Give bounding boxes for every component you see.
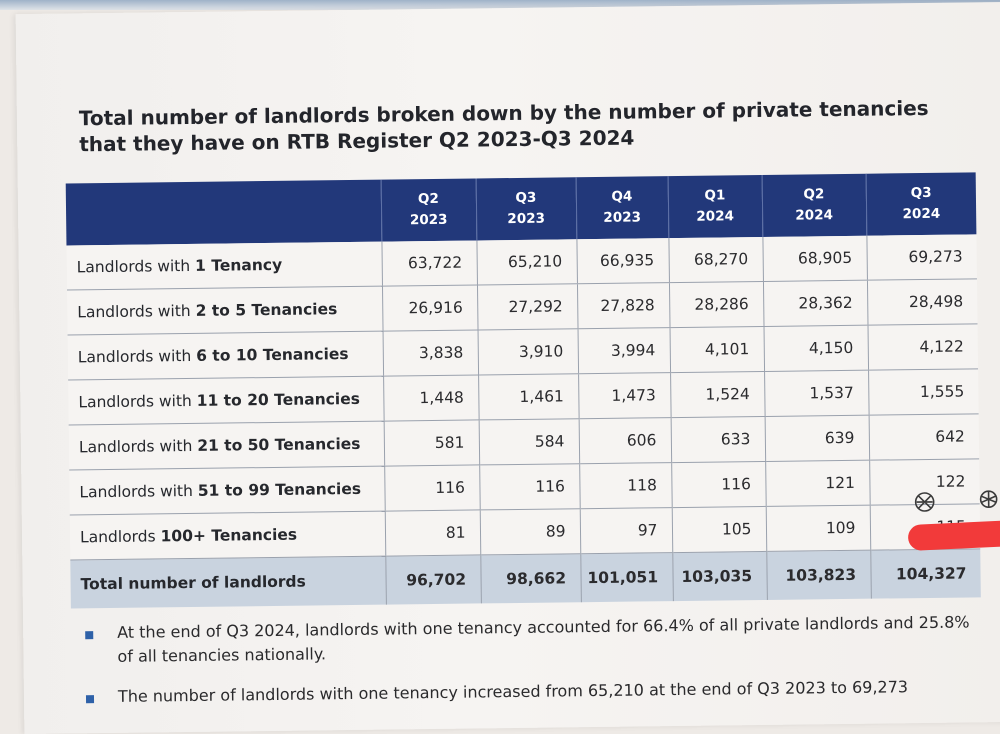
table-cell: 97 (579, 507, 673, 554)
table-cell: 63,722 (381, 240, 477, 287)
table-cell: 118 (579, 462, 672, 509)
table-cell: 105 (671, 506, 767, 553)
table-cell: 3,910 (477, 328, 579, 375)
table-cell: 1,555 (868, 368, 979, 416)
table-cell: 116 (479, 463, 580, 510)
table-cell: 581 (383, 419, 480, 467)
bullet-text: At the end of Q3 2024, landlords with on… (117, 612, 970, 666)
total-cell: 103,823 (766, 550, 871, 600)
table-cell: 65,210 (476, 239, 577, 285)
table-cell: 81 (384, 509, 481, 557)
total-row: Total number of landlords 96,702 98,662 … (70, 548, 981, 609)
scribble-mark-icon (914, 492, 935, 512)
bullet-item: The number of landlords with one tenancy… (84, 674, 984, 709)
table-cell: 89 (479, 508, 581, 555)
table-cell: 1,537 (764, 370, 869, 417)
table-cell: 27,828 (576, 282, 670, 329)
column-header: Q3 2023 (475, 177, 577, 241)
table-cell: 1,473 (578, 372, 671, 419)
table-cell: 28,498 (866, 278, 978, 326)
bullet-square-icon (85, 695, 95, 704)
row-label: Landlords with 21 to 50 Tenancies (68, 421, 385, 470)
bullet-text: The number of landlords with one tenancy… (117, 677, 909, 706)
total-cell: 98,662 (480, 553, 581, 604)
row-label: Landlords with 51 to 99 Tenancies (69, 466, 385, 515)
table-cell: 3,994 (577, 327, 671, 374)
total-cell: 101,051 (580, 552, 673, 603)
table-cell: 1,461 (478, 373, 579, 420)
table-cell: 116 (671, 461, 766, 508)
document-page: Total number of landlords broken down by… (15, 1, 1000, 734)
row-label: Landlords with 11 to 20 Tenancies (68, 376, 384, 425)
table-cell: 642 (868, 413, 980, 461)
table-title: Total number of landlords broken down by… (78, 95, 929, 157)
column-header: Q4 2023 (575, 176, 669, 240)
table-cell: 633 (670, 416, 766, 463)
table-cell: 1,448 (383, 374, 479, 422)
column-header: Q2 2024 (761, 173, 867, 237)
total-cell: 96,702 (385, 554, 481, 605)
table-cell: 28,286 (668, 281, 764, 328)
table-cell: 68,270 (668, 236, 763, 283)
table-cell: 639 (764, 415, 870, 462)
row-label: Landlords with 1 Tenancy (66, 241, 382, 290)
column-header: Q2 2023 (380, 178, 477, 242)
table-cell: 4,150 (763, 325, 869, 372)
column-header: Q3 2024 (865, 172, 977, 236)
bullet-square-icon (85, 631, 94, 640)
landlords-table: Q2 2023 Q3 2023 Q4 2023 Q1 2024 Q2 2024 Q3 202… (65, 172, 981, 609)
bullet-item: At the end of Q3 2024, landlords with on… (83, 610, 984, 669)
header-corner (65, 179, 382, 246)
table-cell: 28,362 (762, 280, 868, 327)
table-cell: 121 (765, 460, 870, 507)
table-cell: 27,292 (476, 283, 578, 330)
row-label: Landlords 100+ Tenancies (69, 511, 386, 560)
bullet-list: At the end of Q3 2024, landlords with on… (83, 610, 984, 725)
table-cell: 116 (384, 464, 480, 512)
column-header: Q1 2024 (667, 174, 763, 239)
table-cell: 68,905 (762, 235, 867, 282)
total-cell: 104,327 (870, 548, 981, 599)
table-cell: 66,935 (576, 238, 669, 284)
table-cell: 4,122 (867, 323, 979, 371)
total-cell: 103,035 (672, 551, 767, 602)
header-row: Q2 2023 Q3 2023 Q4 2023 Q1 2024 Q2 2024 Q3 202… (65, 172, 977, 246)
table-cell: 4,101 (669, 326, 765, 373)
top-strip (0, 0, 1000, 10)
table-cell: 69,273 (866, 234, 977, 281)
table-cell: 584 (478, 418, 580, 465)
table-cell: 109 (765, 505, 871, 552)
scribble-mark-icon (979, 490, 998, 509)
row-label: Landlords with 2 to 5 Tenancies (67, 286, 383, 335)
table-cell: 606 (578, 417, 672, 464)
table-cell: 3,838 (382, 329, 479, 377)
row-label: Landlords with 6 to 10 Tenancies (67, 331, 384, 380)
table-cell: 26,916 (381, 284, 478, 332)
red-redaction-mark (907, 520, 1000, 552)
table-cell: 1,524 (670, 371, 765, 418)
total-label: Total number of landlords (70, 556, 386, 609)
